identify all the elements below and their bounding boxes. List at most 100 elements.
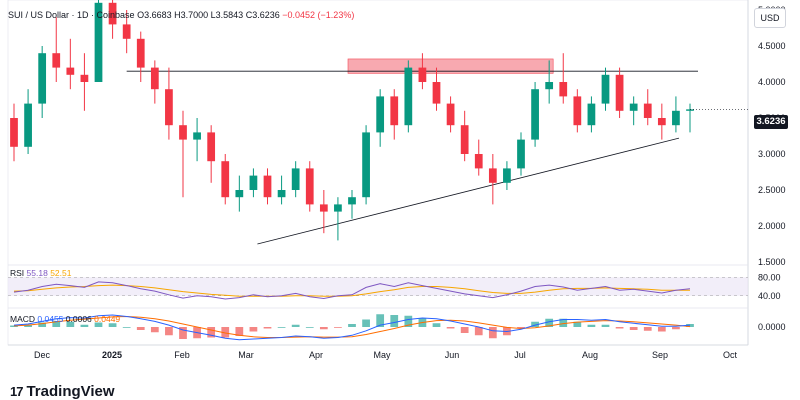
macd-histogram-bar xyxy=(446,327,455,329)
macd-histogram-bar xyxy=(432,323,441,327)
rsi-legend[interactable]: RSI 55.18 52.51 xyxy=(10,268,71,278)
macd-histogram-bar xyxy=(249,327,258,332)
macd-histogram-bar xyxy=(376,314,385,327)
macd-histogram-bar xyxy=(66,321,75,327)
high-value: H3.7000 xyxy=(174,10,209,20)
candle-body xyxy=(108,2,117,25)
low-value: L3.5843 xyxy=(210,10,244,20)
time-tick-label: Aug xyxy=(582,350,598,360)
hist-value: 0.0449 xyxy=(94,314,121,324)
time-tick-label: Jul xyxy=(514,350,526,360)
macd-histogram-bar xyxy=(672,327,680,330)
candle-body xyxy=(615,74,624,111)
symbol-header: SUI / US Dollar · 1D · Coinbase O3.6683 … xyxy=(8,10,354,20)
time-tick-label: Mar xyxy=(238,350,254,360)
brand-name: TradingView xyxy=(26,383,115,400)
resistance-zone xyxy=(347,58,554,74)
macd-histogram-bar xyxy=(657,327,666,332)
candle-body xyxy=(503,168,511,183)
time-axis[interactable]: Dec 2025 Feb Mar Apr May Jun Jul Aug Sep Oct xyxy=(34,350,738,360)
macd-histogram-bar xyxy=(474,327,483,336)
candle-body xyxy=(207,132,216,162)
rsi-tick-label: 40.00 xyxy=(758,291,781,301)
candle-body xyxy=(150,67,159,90)
time-tick-label: May xyxy=(373,350,391,360)
candle-body xyxy=(390,96,399,126)
time-tick-label: Jun xyxy=(445,350,460,360)
macd-histogram-bar xyxy=(559,318,568,327)
macd-histogram-bar xyxy=(460,327,469,333)
candle-body xyxy=(334,204,342,212)
macd-histogram-bar xyxy=(362,319,370,327)
candle-body xyxy=(446,103,455,126)
time-tick-label: Oct xyxy=(723,350,738,360)
candle-body xyxy=(291,168,300,190)
macd-legend[interactable]: MACD 0.0455 0.0006 0.0449 xyxy=(10,314,120,324)
macd-histogram-bar xyxy=(601,324,610,327)
rsi-label: RSI xyxy=(10,268,25,278)
macd-histogram-bar xyxy=(390,315,399,327)
candle-body xyxy=(319,204,328,212)
candle-body xyxy=(629,103,638,111)
time-tick-label: Feb xyxy=(174,350,190,360)
candle-body xyxy=(573,96,582,126)
open-value: O3.6683 xyxy=(137,10,172,20)
price-axis[interactable]: 5.00004.50004.00003.50003.00002.50002.00… xyxy=(758,5,786,332)
candlestick-series xyxy=(10,0,694,241)
candle-body xyxy=(24,103,32,147)
candle-body xyxy=(221,161,230,198)
candle-body xyxy=(165,89,173,126)
candle-body xyxy=(601,74,610,104)
macd-histogram-bar xyxy=(24,324,32,327)
time-tick-label: 2025 xyxy=(102,350,122,360)
macd-histogram-bar xyxy=(94,322,103,327)
candle-body xyxy=(474,154,483,169)
macd-histogram-bar xyxy=(334,327,342,328)
macd-histogram-bar xyxy=(179,327,187,339)
candle-body xyxy=(587,103,596,126)
currency-button[interactable]: USD xyxy=(754,8,786,28)
candle-body xyxy=(66,67,75,75)
price-tick-label: 2.0000 xyxy=(758,221,786,231)
macd-label: MACD xyxy=(10,314,36,324)
candle-body xyxy=(249,175,258,190)
candle-body xyxy=(193,132,201,140)
close-value: C3.6236 xyxy=(245,10,280,20)
symbol-title: SUI / US Dollar · 1D · Coinbase xyxy=(8,10,135,20)
candle-body xyxy=(122,24,131,39)
candle-body xyxy=(488,168,497,183)
candle-body xyxy=(52,53,61,68)
macd-histogram-bar xyxy=(348,324,356,327)
candle-body xyxy=(643,103,652,118)
candle-body xyxy=(10,118,18,147)
macd-histogram-bar xyxy=(573,321,582,327)
candle-body xyxy=(404,67,413,126)
macd-histogram-bar xyxy=(136,327,145,330)
candle-body xyxy=(672,110,680,126)
macd-histogram-bar xyxy=(80,324,89,327)
macd-tick-label: 0.0000 xyxy=(758,322,786,332)
tradingview-logo: 17 TradingView xyxy=(10,383,115,400)
candle-body xyxy=(263,175,272,198)
candle-body xyxy=(559,82,568,97)
macd-histogram-bar xyxy=(643,327,652,331)
candle-body xyxy=(686,109,694,111)
candle-body xyxy=(545,82,554,90)
macd-histogram-bar xyxy=(207,327,216,338)
macd-histogram-bar xyxy=(165,327,173,336)
macd-histogram-bar xyxy=(52,321,61,327)
macd-histogram-bar xyxy=(291,324,300,327)
price-tick-label: 2.5000 xyxy=(758,185,786,195)
macd-histogram-bar xyxy=(404,315,413,327)
price-tick-label: 1.5000 xyxy=(758,257,786,267)
candle-body xyxy=(94,2,103,82)
rsi-band xyxy=(8,277,748,296)
candle-body xyxy=(531,89,539,140)
macd-histogram-bar xyxy=(545,318,554,327)
macd-histogram-bar xyxy=(38,322,47,327)
signal-value: 0.0006 xyxy=(65,314,92,324)
last-price-label: 3.6236 xyxy=(754,115,788,129)
macd-histogram-bar xyxy=(305,327,314,328)
support-trendline xyxy=(257,137,680,245)
